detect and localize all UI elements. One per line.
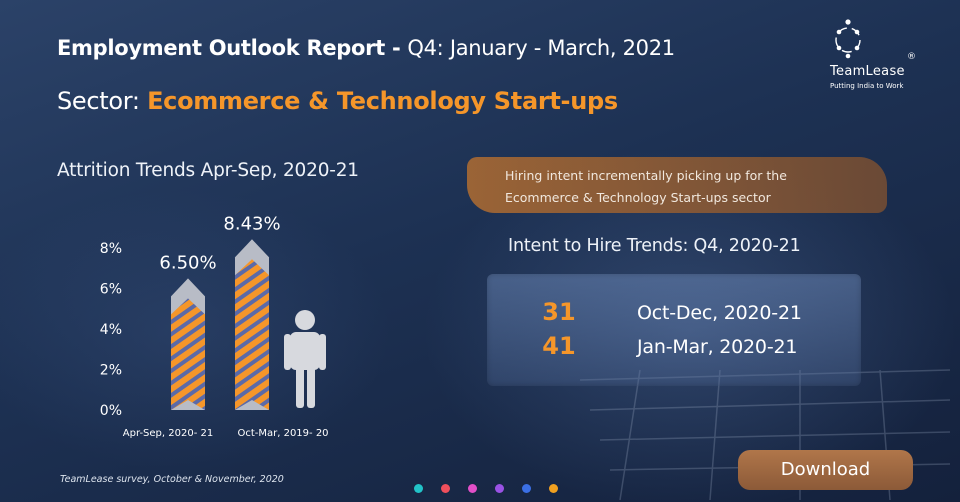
- bar: [171, 298, 205, 410]
- bar-data-label: 6.50%: [159, 252, 216, 273]
- y-tick-label: 2%: [100, 363, 122, 379]
- source-footnote: TeamLease survey, October & November, 20…: [60, 474, 284, 485]
- person-icon: [284, 310, 326, 408]
- carousel-dot[interactable]: [549, 484, 558, 493]
- logo-tagline: Putting India to Work: [830, 82, 904, 90]
- carousel-dot[interactable]: [441, 484, 450, 493]
- callout-line-2: Ecommerce & Technology Start-ups sector: [505, 190, 771, 205]
- carousel-dot[interactable]: [414, 484, 423, 493]
- hire-value: 41: [542, 332, 576, 360]
- report-title-period: Q4: January - March, 2021: [407, 36, 675, 60]
- carousel-dot[interactable]: [468, 484, 477, 493]
- logo-registered-mark: ®: [907, 52, 916, 62]
- chart-title: Attrition Trends Apr-Sep, 2020-21: [57, 160, 359, 181]
- hire-period-label: Jan-Mar, 2020-21: [637, 336, 798, 358]
- hire-trends-panel: 31 Oct-Dec, 2020-21 41 Jan-Mar, 2020-21: [487, 274, 861, 386]
- callout-line-1: Hiring intent incrementally picking up f…: [505, 168, 787, 183]
- hire-row: 41 Jan-Mar, 2020-21: [487, 332, 861, 364]
- bar: [235, 259, 269, 410]
- y-axis-ticks: 0% 2% 4% 6% 8%: [100, 241, 122, 419]
- carousel-dot[interactable]: [495, 484, 504, 493]
- hiring-intent-callout: Hiring intent incrementally picking up f…: [467, 157, 887, 213]
- x-axis-labels: Apr-Sep, 2020- 21 Oct-Mar, 2019- 20: [123, 428, 329, 439]
- y-tick-label: 6%: [100, 282, 122, 298]
- logo-name: TeamLease: [830, 64, 905, 79]
- y-tick-label: 0%: [100, 403, 122, 419]
- hire-value: 31: [542, 298, 576, 326]
- y-tick-label: 4%: [100, 322, 122, 338]
- report-title: Employment Outlook Report - Q4: January …: [57, 36, 675, 60]
- hire-trends-title: Intent to Hire Trends: Q4, 2020-21: [508, 236, 801, 256]
- hire-row: 31 Oct-Dec, 2020-21: [487, 298, 861, 330]
- sector-prefix: Sector:: [57, 87, 148, 115]
- teamlease-logo-icon: [835, 19, 861, 59]
- sector-name: Ecommerce & Technology Start-ups: [147, 87, 618, 115]
- report-title-bold: Employment Outlook Report -: [57, 36, 408, 60]
- x-tick-label: Apr-Sep, 2020- 21: [123, 428, 213, 439]
- bar-data-label: 8.43%: [223, 213, 280, 234]
- carousel-dot[interactable]: [522, 484, 531, 493]
- y-tick-label: 8%: [100, 241, 122, 257]
- download-button[interactable]: Download: [738, 450, 913, 490]
- bar-group: 6.50% 8.43%: [159, 213, 281, 410]
- sector-subtitle: Sector: Ecommerce & Technology Start-ups: [57, 87, 618, 115]
- x-tick-label: Oct-Mar, 2019- 20: [237, 428, 328, 439]
- hire-period-label: Oct-Dec, 2020-21: [637, 302, 802, 324]
